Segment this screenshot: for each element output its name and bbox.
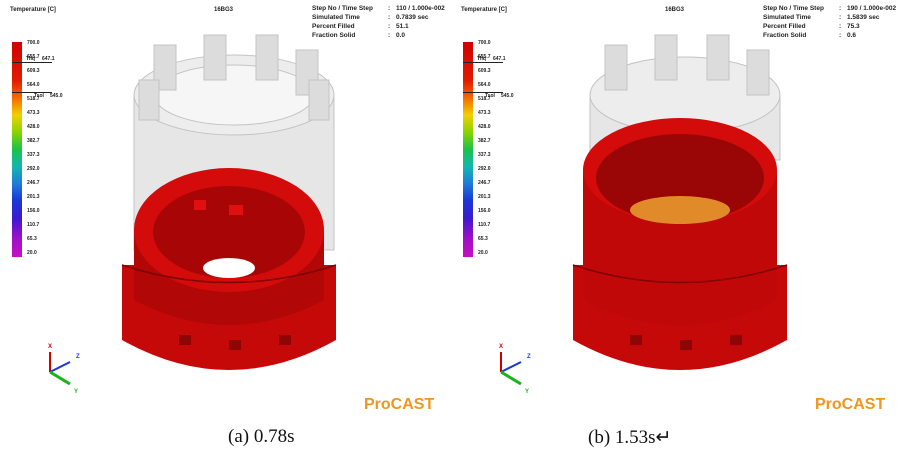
axis-x-label: X	[499, 344, 504, 350]
legend-tick-label: 246.7	[27, 180, 40, 186]
axis-y-label: Y	[74, 389, 79, 395]
coordinate-axes	[500, 352, 522, 386]
temperature-scale-title: Temperature [C]	[10, 7, 56, 13]
tliq-marker	[463, 62, 503, 63]
simulation-panel-b: Temperature [C] 16BG3 Step No / Time Ste…	[455, 0, 900, 420]
casting-model-view	[572, 34, 788, 370]
model-name: 16BG3	[665, 7, 685, 13]
legend-tick-label: 110.7	[478, 222, 491, 228]
tsol-label: Tsol	[485, 93, 495, 99]
info-label: Step No / Time Step	[312, 5, 373, 12]
legend-tick-label: 564.0	[27, 82, 40, 88]
legend-tick-label: 110.7	[27, 222, 40, 228]
caption-b: (b) 1.53s↵	[588, 427, 672, 448]
info-label: Fraction Solid	[312, 32, 356, 39]
tliq-value: 647.1	[493, 56, 506, 62]
info-value: 51.1	[396, 23, 409, 30]
legend-tick-label: 700.0	[27, 40, 40, 46]
legend-tick-label: 292.0	[27, 166, 40, 172]
axis-z-label: Z	[527, 354, 531, 360]
legend-tick-label: 156.0	[27, 208, 40, 214]
simulation-panel-a: Temperature [C] 16BG3 Step No / Time Ste…	[4, 0, 449, 420]
legend-tick-label: 156.0	[478, 208, 491, 214]
legend-tick-label: 20.0	[27, 250, 37, 256]
info-value: 75.3	[847, 23, 860, 30]
legend-tick-label: 609.3	[478, 68, 491, 74]
molten-metal	[121, 168, 337, 370]
legend-tick-label: 382.7	[27, 138, 40, 144]
legend-tick-label: 655.7	[478, 54, 491, 60]
procast-logo: ProCAST	[364, 396, 435, 413]
legend-tick-label: 518.7	[27, 96, 40, 102]
legend-tick-label: 564.0	[478, 82, 491, 88]
simulation-info: Step No / Time Step:190 / 1.000e-002 Sim…	[763, 5, 897, 39]
legend-tick-label: 246.7	[478, 180, 491, 186]
coordinate-axes	[49, 352, 71, 386]
legend-tick-label: 428.0	[27, 124, 40, 130]
legend-tick-label: 20.0	[478, 250, 488, 256]
info-label: Percent Filled	[312, 23, 355, 30]
legend-tick-label: 700.0	[478, 40, 491, 46]
legend-tick-label: 337.3	[27, 152, 40, 158]
info-value: 110 / 1.000e-002	[396, 5, 445, 12]
caption-a: (a) 0.78s	[228, 426, 295, 447]
tsol-label: Tsol	[34, 93, 44, 99]
color-scale-bar	[463, 42, 473, 257]
legend-tick-label: 428.0	[478, 124, 491, 130]
info-label: Fraction Solid	[763, 32, 807, 39]
axis-y-label: Y	[525, 389, 530, 395]
procast-logo: ProCAST	[815, 396, 886, 413]
legend-tick-label: 382.7	[478, 138, 491, 144]
model-name: 16BG3	[214, 7, 234, 13]
info-value: 190 / 1.000e-002	[847, 5, 897, 12]
temperature-legend: 700.0 655.7 609.3 564.0 518.7 473.3 428.0 382.7…	[463, 40, 533, 257]
axis-z-label: Z	[76, 354, 80, 360]
legend-tick-label: 201.3	[478, 194, 491, 200]
legend-tick-label: 201.3	[27, 194, 40, 200]
info-label: Step No / Time Step	[763, 5, 824, 12]
legend-tick-label: 292.0	[478, 166, 491, 172]
info-value: 0.6	[847, 32, 857, 39]
info-label: Simulated Time	[763, 14, 811, 21]
legend-tick-label: 65.3	[478, 236, 488, 242]
tsol-marker	[463, 92, 503, 93]
tsol-value: 545.0	[50, 93, 63, 99]
molten-metal	[572, 118, 788, 370]
legend-tick-label: 473.3	[27, 110, 40, 116]
tliq-marker	[12, 62, 52, 63]
info-value: 1.5839 sec	[847, 14, 880, 21]
tliq-label: Tliq	[477, 56, 486, 62]
legend-tick-label: 65.3	[27, 236, 37, 242]
legend-tick-label: 609.3	[27, 68, 40, 74]
color-scale-bar	[12, 42, 22, 257]
info-label: Simulated Time	[312, 14, 360, 21]
info-label: Percent Filled	[763, 23, 806, 30]
casting-model-view	[121, 34, 337, 370]
axis-x-label: X	[48, 344, 53, 350]
tliq-label: Tliq	[26, 56, 35, 62]
info-value: 0.0	[396, 32, 406, 39]
temperature-scale-title: Temperature [C]	[461, 7, 507, 13]
temperature-legend: 700.0 655.7 609.3 564.0 518.7 473.3 428.0 382.7…	[12, 40, 82, 257]
tliq-value: 647.1	[42, 56, 55, 62]
legend-tick-label: 337.3	[478, 152, 491, 158]
tsol-value: 545.0	[501, 93, 514, 99]
legend-tick-label: 655.7	[27, 54, 40, 60]
info-value: 0.7839 sec	[396, 14, 429, 21]
legend-tick-label: 518.7	[478, 96, 491, 102]
simulation-info: Step No / Time Step:110 / 1.000e-002 Sim…	[312, 5, 445, 39]
tsol-marker	[12, 92, 52, 93]
legend-tick-label: 473.3	[478, 110, 491, 116]
